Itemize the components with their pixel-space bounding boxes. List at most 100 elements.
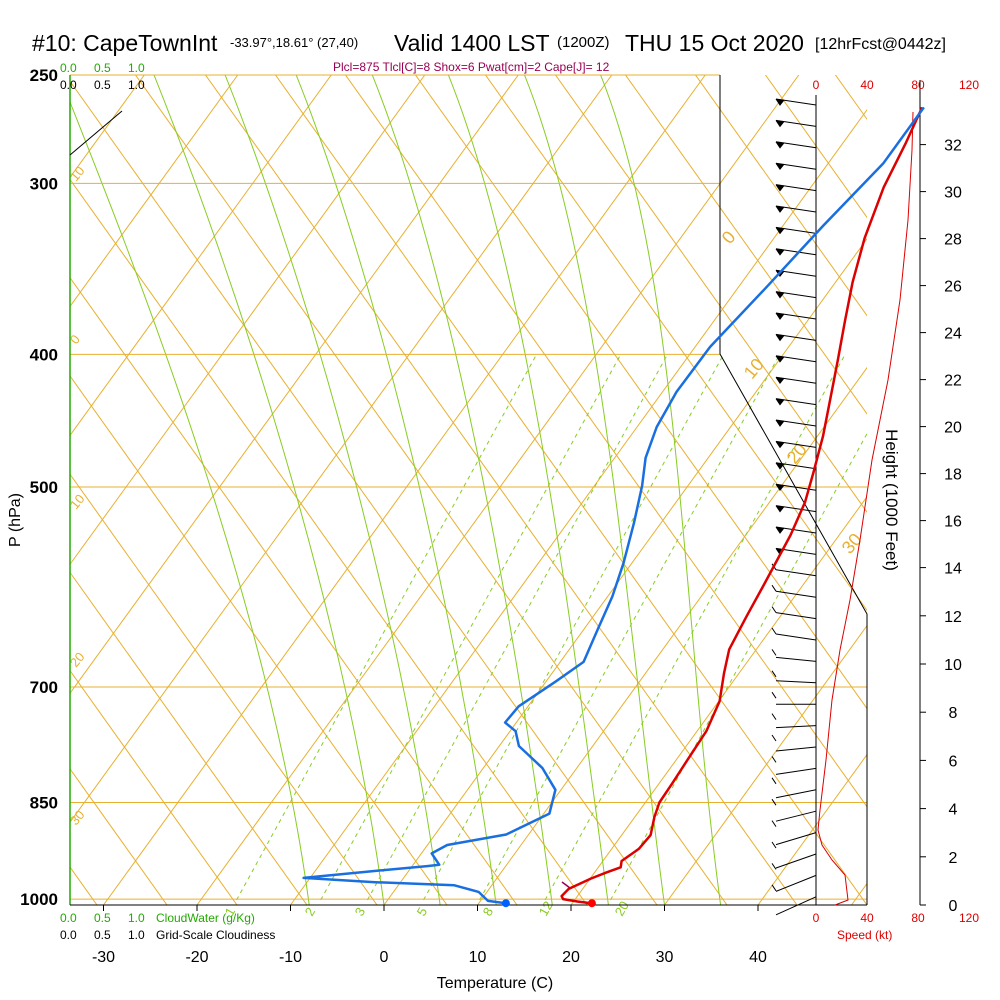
- height-tick-label: 18: [944, 467, 962, 484]
- dry-adiabat-line: [414, 75, 867, 710]
- surface-temperature-marker: [587, 899, 596, 908]
- moist-adiabat-line: [70, 100, 310, 905]
- wind-barb: [775, 226, 817, 235]
- wind-barb: [771, 841, 817, 869]
- isotherm-label: 30: [838, 529, 866, 557]
- isotherm-line: [570, 495, 867, 905]
- isobar-lines: [70, 74, 867, 900]
- dry-adiabat-line: [70, 80, 658, 905]
- isotherm-line: [851, 882, 867, 905]
- wind-barb: [771, 563, 817, 577]
- speed-top-0: 0: [813, 78, 820, 92]
- pressure-tick-label: 850: [30, 793, 58, 812]
- dry-adiabat-line: [204, 75, 798, 905]
- mixing-ratio-line: [320, 354, 622, 901]
- dry-adiabat-line: [694, 75, 867, 317]
- wind-barb: [775, 205, 817, 213]
- isotherm-line: [70, 75, 519, 695]
- height-tick-label: 32: [944, 138, 962, 155]
- wind-barb: [771, 756, 817, 775]
- dry-adiabat-line: [70, 571, 308, 905]
- dry-adiabat-line: [70, 669, 238, 905]
- lifted-parcel-mark: [561, 881, 571, 889]
- cloudiness-top-0: 0.0: [60, 78, 77, 92]
- height-tick-label: 28: [944, 232, 962, 249]
- dry-adiabat-line: [70, 768, 168, 905]
- height-tick-label: 2: [949, 850, 958, 867]
- wind-barb: [771, 649, 817, 662]
- dry-adiabat-line: [70, 276, 518, 905]
- chart-date: THU 15 Oct 2020: [625, 30, 804, 56]
- wind-barb: [775, 98, 817, 106]
- cloudwater-top-0: 0.0: [60, 61, 77, 75]
- wind-barb: [775, 505, 817, 513]
- x-tick-label: 40: [749, 949, 767, 966]
- wind-barb: [771, 777, 817, 799]
- speed-bottom-120: 120: [959, 911, 979, 925]
- wind-barb: [771, 820, 817, 846]
- x-tick-label: 30: [656, 949, 674, 966]
- dry-adiabat-line: [134, 75, 728, 905]
- pressure-tick-label: 300: [30, 174, 58, 193]
- mixing-ratio-label: 8: [480, 905, 497, 919]
- wind-barb: [775, 141, 817, 149]
- wind-barb: [775, 355, 817, 363]
- y-axis-title: P (hPa): [7, 493, 24, 547]
- dry-adiabat-line: [624, 75, 867, 415]
- wind-barb: [775, 248, 817, 256]
- wind-barb: [771, 606, 817, 620]
- dry-adiabat-line: [0, 35, 27, 905]
- isotherm-label: 10: [740, 354, 768, 382]
- dry-adiabat-line: [70, 375, 448, 905]
- wind-barb: [775, 526, 817, 534]
- x-axis-title: Temperature (C): [437, 975, 553, 992]
- wind-barb: [771, 734, 817, 752]
- x-tick-label: 10: [469, 949, 487, 966]
- height-tick-label: 14: [944, 561, 962, 578]
- mixing-ratio-label: 12: [536, 898, 556, 918]
- mixing-ratio-line: [367, 354, 668, 901]
- wind-barb: [775, 440, 817, 449]
- wind-barb: [771, 713, 817, 729]
- dewpoint-profile-line: [302, 106, 925, 905]
- cloudwater-label: CloudWater (g/Kg): [156, 911, 255, 925]
- height-tick-label: 16: [944, 514, 962, 531]
- height-tick-label: 30: [944, 185, 962, 202]
- wind-barb: [775, 119, 817, 128]
- isotherm-line: [70, 75, 145, 179]
- isotherm-line: [383, 237, 867, 905]
- wind-barb: [775, 184, 817, 192]
- wind-barb: [775, 398, 817, 406]
- wind-barb: [775, 376, 817, 385]
- cloudiness-top-2: 1.0: [128, 78, 145, 92]
- chart-zulu: (1200Z): [557, 34, 610, 51]
- isotherm-line: [70, 75, 332, 437]
- cloudiness-bottom-2: 1.0: [128, 928, 145, 942]
- wind-barb: [771, 691, 816, 705]
- wind-barb: [775, 419, 817, 427]
- isotherm-line: [196, 75, 800, 905]
- height-tick-label: 24: [944, 326, 962, 343]
- cloud-profile-segment: [69, 110, 123, 156]
- wind-barb: [775, 162, 817, 171]
- x-tick-label: -30: [92, 949, 115, 966]
- wind-barb: [771, 884, 817, 916]
- wind-barb: [775, 462, 817, 470]
- isotherm-lines: [70, 75, 867, 905]
- cloudiness-label: Grid-Scale Cloudiness: [156, 928, 275, 942]
- speed-bottom-40: 40: [860, 911, 874, 925]
- dry-adiabat-lines: [0, 35, 867, 905]
- chart-valid: Valid 1400 LST: [394, 30, 550, 56]
- wind-barb: [771, 627, 817, 641]
- pressure-axis-ticks: 250 300 400 500 700 850 1000: [20, 66, 58, 909]
- dry-adiabat-line: [554, 75, 867, 513]
- cloudiness-top-1: 0.5: [94, 78, 111, 92]
- cloudwater-bottom-2: 1.0: [128, 911, 145, 925]
- mixing-ratio-line: [544, 354, 846, 901]
- isotherm-label: 0: [67, 332, 83, 347]
- dry-adiabat-line: [834, 75, 867, 121]
- speed-top-80: 80: [911, 78, 925, 92]
- chart-location: -33.97°,18.61° (27,40): [230, 35, 358, 50]
- wind-barb: [775, 333, 817, 342]
